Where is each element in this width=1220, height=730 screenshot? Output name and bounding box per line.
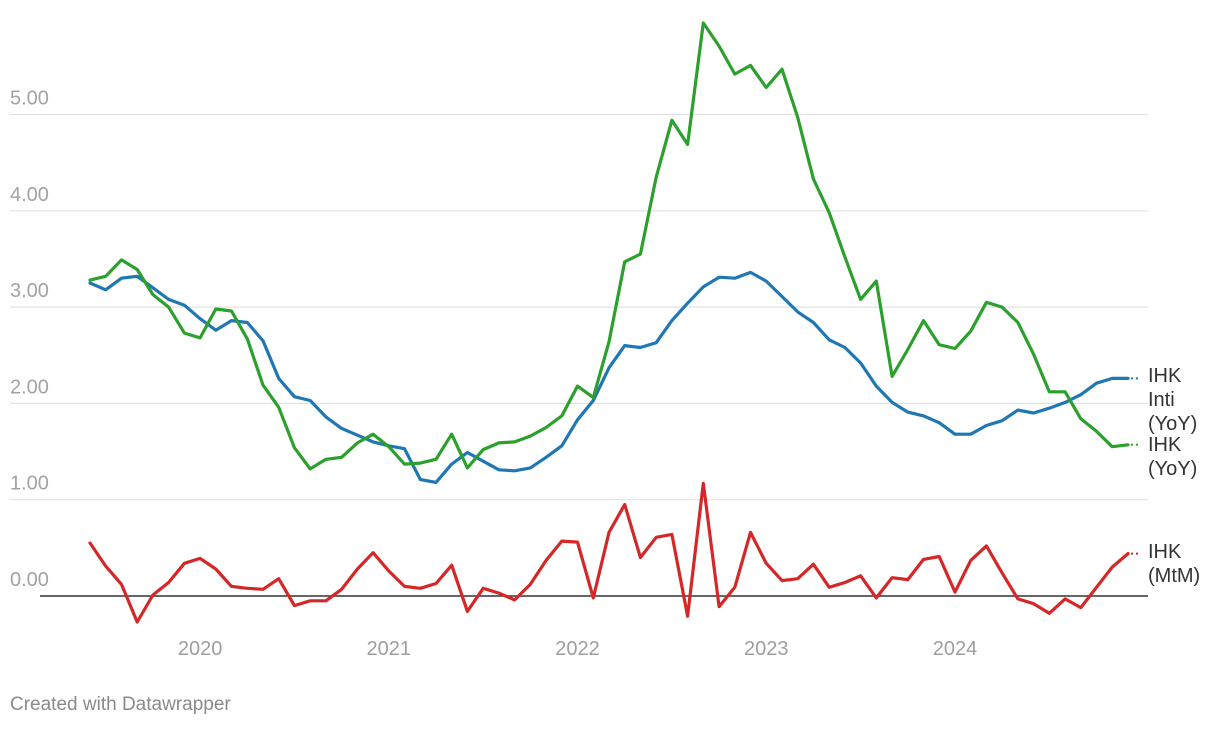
gridlines: [10, 113, 1148, 597]
series-label: IHK: [1148, 365, 1182, 387]
x-tick-label: 2024: [933, 638, 978, 660]
y-tick-label: 4.00: [10, 184, 49, 206]
series-label: Inti: [1148, 389, 1175, 411]
series-line: [88, 481, 1130, 624]
x-tick-label: 2020: [178, 638, 223, 660]
series-label: IHK: [1148, 434, 1182, 456]
series-lines: [88, 21, 1130, 624]
y-tick-label: 0.00: [10, 569, 49, 591]
y-tick-label: 3.00: [10, 280, 49, 302]
y-tick-label: 5.00: [10, 88, 49, 110]
series-label: (MtM): [1148, 565, 1200, 587]
series-line: [88, 270, 1130, 484]
x-tick-label: 2021: [367, 638, 412, 660]
series-label: (YoY): [1148, 458, 1197, 480]
line-chart: 0.001.002.003.004.005.00 2020 2021 2022 202…: [10, 21, 1200, 660]
y-axis: 0.00 1.00 2.00 3.00 4.00 5.00: [10, 88, 49, 592]
x-axis: 2020 2021 2022 2023 2024: [178, 638, 977, 660]
y-tick-label: 2.00: [10, 376, 49, 398]
series-line: [88, 21, 1130, 471]
series-label: IHK: [1148, 541, 1182, 563]
x-tick-label: 2022: [555, 638, 600, 660]
series-label: (YoY): [1148, 413, 1197, 435]
chart-credit: Created with Datawrapper: [10, 694, 231, 715]
x-tick-label: 2023: [744, 638, 789, 660]
y-tick-label: 1.00: [10, 473, 49, 495]
